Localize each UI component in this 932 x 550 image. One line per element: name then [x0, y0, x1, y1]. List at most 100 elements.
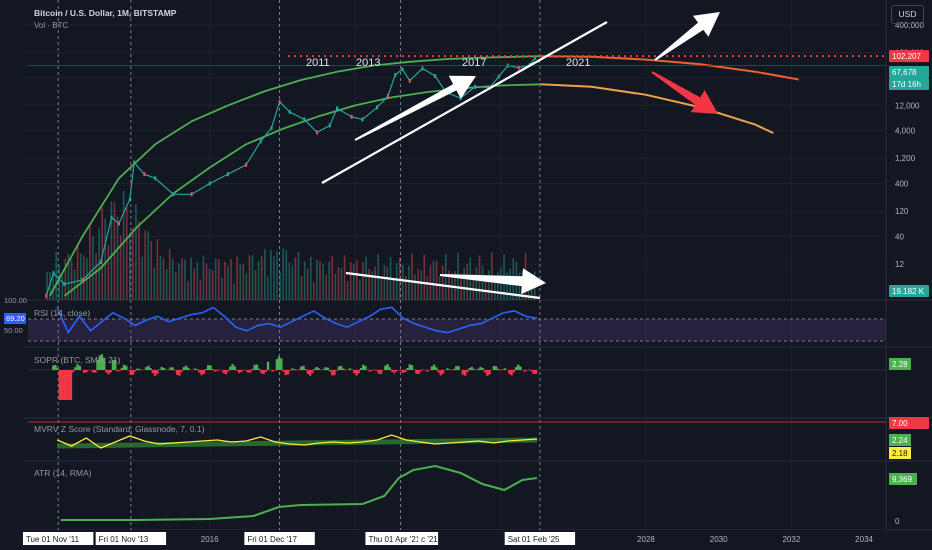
price-point — [45, 293, 48, 298]
volume-bar — [497, 271, 499, 300]
sopr-bar — [151, 370, 155, 374]
volume-bar — [294, 257, 297, 300]
volume-bar — [135, 204, 137, 300]
sopr-bar — [286, 370, 290, 375]
sopr-bar — [486, 370, 489, 376]
volume-bar — [279, 272, 281, 300]
countdown-label: 17d 16h — [892, 80, 921, 89]
sopr-bar — [129, 370, 132, 375]
sopr-bar — [359, 368, 363, 370]
sopr-bar — [457, 366, 460, 370]
volume-bar — [288, 262, 291, 300]
atr-title: ATR (14, RMA) — [34, 468, 92, 478]
volume-bar — [92, 236, 94, 300]
sopr-bar — [386, 364, 389, 370]
time-tick-label: 2030 — [710, 535, 728, 544]
trend-line-upper — [321, 21, 608, 184]
arrow-breakdown-red — [651, 71, 718, 114]
cycle-annotation: 2013 — [356, 57, 380, 69]
arrow-volume-down — [439, 268, 546, 295]
sopr-title: SOPR (BTC, SMA, 21) — [34, 355, 121, 365]
volume-label-badge-bg — [889, 285, 929, 297]
price-point — [99, 260, 102, 265]
price-point — [190, 192, 193, 197]
mvrv-level-3-bg — [889, 447, 911, 459]
price-point — [408, 78, 411, 83]
volume-bar — [224, 261, 226, 300]
volume-bar — [144, 230, 146, 300]
volume-bar — [417, 268, 419, 300]
volume-bar — [147, 231, 150, 300]
volume-bar — [322, 264, 324, 300]
sopr-bar — [266, 361, 270, 370]
sopr-bar — [300, 366, 303, 370]
price-tick-label: 400,000 — [895, 21, 924, 30]
price-point — [434, 74, 437, 79]
volume-bar — [162, 258, 165, 300]
volume-bar — [64, 258, 67, 300]
volume-bar — [340, 267, 343, 300]
volume-bar — [297, 251, 300, 300]
sopr-bar — [260, 370, 263, 374]
sopr-bar — [251, 368, 254, 370]
sopr-bar — [468, 368, 471, 370]
volume-bar — [276, 250, 278, 300]
volume-bar — [481, 265, 484, 300]
volume-bar — [349, 262, 352, 300]
volume-bar — [518, 272, 521, 300]
volume-bar — [58, 265, 61, 300]
volume-bar — [175, 271, 177, 300]
sopr-bar — [67, 370, 70, 400]
sopr-bar — [282, 370, 285, 372]
time-highlight-bg — [22, 532, 94, 545]
volume-bar — [208, 269, 211, 300]
volume-bar — [116, 216, 119, 300]
sopr-bar — [514, 367, 518, 370]
atr-line — [60, 464, 538, 521]
volume-bar — [141, 256, 143, 300]
mvrv-level-2-bg — [889, 434, 911, 446]
sopr-bar — [326, 367, 330, 370]
sopr-bar — [313, 368, 316, 370]
rsi-current-label: 69.20 — [6, 314, 25, 323]
price-point — [133, 160, 136, 165]
sopr-bar — [127, 370, 130, 371]
volume-bar — [411, 253, 413, 300]
price-point — [172, 192, 175, 197]
volume-bar — [199, 279, 202, 300]
volume-bar — [346, 280, 349, 300]
sopr-bar — [415, 370, 418, 374]
price-point — [401, 67, 404, 72]
sopr-bar — [532, 370, 535, 375]
sopr-bar — [133, 370, 137, 372]
sopr-bar — [441, 370, 445, 374]
atr-current-bg — [889, 473, 917, 485]
rsi-level-100: 100.00 — [4, 296, 27, 305]
currency-button[interactable]: USD — [891, 5, 924, 24]
sopr-bar — [388, 367, 392, 370]
mvrv-level-7-bg — [889, 417, 929, 429]
volume-bar — [432, 260, 435, 300]
price-tick-label: 4,000 — [895, 127, 916, 136]
sopr-bar — [404, 370, 407, 373]
volume-bar — [104, 218, 107, 300]
sopr-bar — [368, 370, 372, 372]
price-point — [110, 215, 113, 220]
time-highlight-text: Fri 01 Nov '13 — [99, 535, 149, 544]
sopr-bar — [448, 369, 451, 370]
sopr-bar — [102, 357, 106, 370]
price-point — [316, 130, 319, 135]
sopr-bar — [184, 365, 188, 370]
volume-bar — [438, 276, 441, 300]
time-tick-label: 2028 — [637, 535, 655, 544]
volume-bar — [70, 259, 73, 300]
time-highlight-label: Tue 01 Nov '11 — [22, 532, 94, 545]
sopr-bar — [503, 368, 507, 370]
sopr-bar — [149, 368, 152, 370]
volume-bar — [282, 248, 284, 300]
volume-bar — [73, 269, 76, 300]
time-tick-label: 2016 — [201, 535, 219, 544]
volume-bar — [463, 268, 465, 300]
sopr-bar — [246, 370, 250, 373]
